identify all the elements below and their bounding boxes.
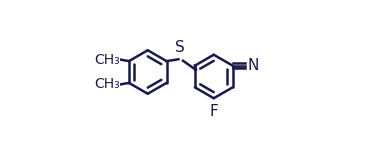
Text: S: S	[175, 40, 185, 56]
Text: N: N	[248, 58, 259, 73]
Text: CH₃: CH₃	[94, 53, 120, 67]
Text: F: F	[209, 104, 218, 119]
Text: CH₃: CH₃	[94, 77, 120, 91]
